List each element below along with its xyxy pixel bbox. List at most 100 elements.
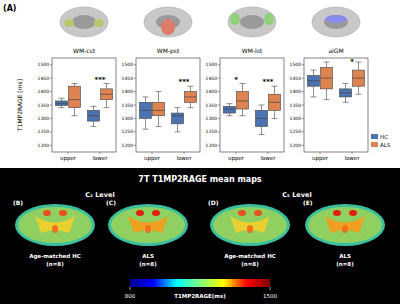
map-group: ALS bbox=[142, 253, 154, 259]
cord-gm bbox=[128, 216, 168, 233]
whisker-high bbox=[61, 98, 62, 101]
map-label: (E) bbox=[303, 199, 313, 206]
icon-roi bbox=[161, 19, 175, 35]
y-tick-label: 1350 bbox=[206, 103, 218, 108]
significance: *** bbox=[179, 78, 190, 86]
y-tick bbox=[218, 105, 220, 106]
whisker-low bbox=[358, 86, 359, 94]
y-tick-label: 1200 bbox=[206, 143, 218, 148]
x-tick-label: lower bbox=[92, 155, 108, 161]
whisker-low bbox=[242, 109, 243, 116]
cord-gm bbox=[230, 216, 270, 233]
cap-high bbox=[356, 62, 362, 63]
cap-high bbox=[227, 103, 233, 104]
cap-low bbox=[227, 115, 233, 116]
cord-gm bbox=[325, 216, 365, 233]
y-tick bbox=[50, 91, 52, 92]
whisker-low bbox=[61, 106, 62, 108]
cord-map bbox=[108, 204, 188, 246]
cap-low bbox=[188, 107, 194, 108]
box bbox=[101, 89, 113, 100]
y-tick-label: 1500 bbox=[290, 62, 302, 67]
cap-low bbox=[343, 102, 349, 103]
y-label: T1MP2RAGE [ms] bbox=[16, 79, 23, 132]
y-tick bbox=[134, 78, 136, 79]
median bbox=[321, 78, 333, 79]
y-tick-label: 1400 bbox=[38, 89, 50, 94]
y-tick bbox=[302, 91, 304, 92]
panel-label: (A) bbox=[3, 4, 17, 13]
figure: (A)WM-cst1200125013001350140014501500T1M… bbox=[0, 0, 400, 304]
cord-map bbox=[15, 204, 95, 246]
cord-wm bbox=[213, 207, 287, 243]
box bbox=[153, 102, 165, 115]
box bbox=[237, 92, 249, 109]
median bbox=[224, 109, 236, 110]
median bbox=[269, 102, 281, 103]
icon-roi bbox=[325, 15, 347, 23]
y-tick-label: 1500 bbox=[122, 62, 134, 67]
whisker-low bbox=[326, 89, 327, 100]
map-n: (n=8) bbox=[336, 261, 354, 267]
y-tick-label: 1350 bbox=[290, 103, 302, 108]
cap-low bbox=[59, 107, 65, 108]
y-tick-label: 1400 bbox=[290, 89, 302, 94]
y-tick-label: 1300 bbox=[122, 116, 134, 121]
plot-frame bbox=[136, 58, 200, 152]
cap-high bbox=[240, 83, 246, 84]
y-tick bbox=[134, 131, 136, 132]
cord-hotspot bbox=[43, 210, 51, 216]
icon-roi bbox=[94, 19, 104, 27]
whisker-high bbox=[345, 84, 346, 89]
cap-low bbox=[311, 96, 317, 97]
whisker-low bbox=[190, 102, 191, 107]
background bbox=[0, 0, 400, 304]
whisker-low bbox=[145, 118, 146, 129]
x-tick bbox=[184, 152, 185, 154]
y-tick bbox=[302, 118, 304, 119]
colorbar-label: T1MP2RAGE(ms) bbox=[174, 293, 226, 299]
cap-high bbox=[311, 70, 317, 71]
box bbox=[353, 70, 365, 86]
y-tick-label: 1250 bbox=[38, 129, 50, 134]
icon-roi bbox=[264, 13, 274, 25]
whisker-high bbox=[177, 108, 178, 113]
cord-hotspot bbox=[152, 210, 160, 216]
median bbox=[172, 115, 184, 116]
y-tick bbox=[218, 131, 220, 132]
box bbox=[269, 94, 281, 110]
icon-roi bbox=[230, 13, 240, 25]
cord-icon bbox=[312, 7, 360, 37]
y-tick-label: 1500 bbox=[38, 62, 50, 67]
y-tick bbox=[302, 145, 304, 146]
x-tick bbox=[320, 152, 321, 154]
x-tick bbox=[152, 152, 153, 154]
median bbox=[308, 80, 320, 81]
map-n: (n=8) bbox=[241, 261, 259, 267]
cap-low bbox=[324, 99, 330, 100]
y-tick-label: 1450 bbox=[206, 76, 218, 81]
box bbox=[56, 101, 68, 106]
y-tick bbox=[50, 131, 52, 132]
y-tick bbox=[134, 105, 136, 106]
whisker-low bbox=[345, 97, 346, 102]
cord-hotspot bbox=[238, 210, 246, 216]
cap-high bbox=[175, 107, 181, 108]
box bbox=[308, 75, 320, 86]
cap-high bbox=[324, 62, 330, 63]
y-tick-label: 1200 bbox=[38, 143, 50, 148]
colorbar-tick bbox=[130, 287, 131, 290]
y-tick-label: 1300 bbox=[38, 116, 50, 121]
y-tick bbox=[302, 131, 304, 132]
whisker-low bbox=[158, 116, 159, 127]
y-tick-label: 1250 bbox=[290, 129, 302, 134]
y-tick-label: 1350 bbox=[38, 103, 50, 108]
significance: * bbox=[350, 58, 354, 66]
y-tick-label: 1300 bbox=[290, 116, 302, 121]
panel-title: WM-lst bbox=[242, 47, 263, 54]
x-tick bbox=[68, 152, 69, 154]
map-n: (n=8) bbox=[139, 261, 157, 267]
median bbox=[237, 100, 249, 101]
map-label: (D) bbox=[208, 199, 219, 206]
cord-icon-gm bbox=[240, 15, 264, 29]
